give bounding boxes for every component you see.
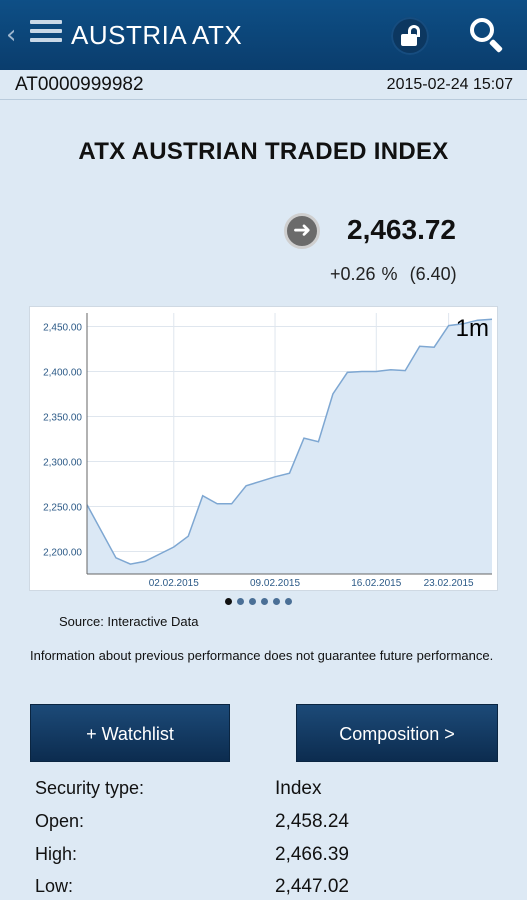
last-price: 2,463.72 <box>347 214 456 245</box>
pager-dot[interactable] <box>237 598 244 605</box>
change-absolute: (6.40) <box>409 264 457 284</box>
fact-value: Index <box>275 778 322 799</box>
pager-dot[interactable] <box>261 598 268 605</box>
instrument-name: ATX AUSTRIAN TRADED INDEX <box>78 138 449 165</box>
chart-pager[interactable] <box>225 598 292 605</box>
fact-row: Low: 2,447.02 <box>0 876 527 900</box>
disclaimer: Information about previous performance d… <box>30 648 494 663</box>
unlock-icon[interactable] <box>391 17 429 55</box>
fact-value: 2,466.39 <box>275 844 349 865</box>
pager-dot[interactable] <box>249 598 256 605</box>
pager-dot[interactable] <box>273 598 280 605</box>
price-chart-svg: 2,200.00 2,250.00 2,300.00 2,350.00 2,400.00… <box>43 313 493 589</box>
pager-dot[interactable] <box>225 598 232 605</box>
x-tick-label: 23.02.2015 <box>424 578 474 589</box>
search-icon[interactable] <box>468 16 506 54</box>
series-line <box>86 318 493 565</box>
fact-value: 2,458.24 <box>275 811 349 832</box>
y-tick-label: 2,300.00 <box>43 458 82 469</box>
y-tick-label: 2,200.00 <box>43 548 82 559</box>
pager-dot[interactable] <box>285 598 292 605</box>
add-watchlist-button[interactable]: + Watchlist <box>30 704 230 762</box>
series-area <box>87 319 492 574</box>
fact-row: High: 2,466.39 <box>0 844 527 876</box>
page-title: AUSTRIA ATX <box>71 20 243 50</box>
fact-row: Open: 2,458.24 <box>0 811 527 843</box>
fact-label: Low: <box>35 876 74 896</box>
x-tick-label: 16.02.2015 <box>351 578 401 589</box>
fact-label: Security type: <box>35 778 145 798</box>
fact-label: High: <box>35 844 78 864</box>
fact-value: 2,447.02 <box>275 876 349 897</box>
isin-code: AT0000999982 <box>15 74 144 95</box>
divider <box>0 99 527 100</box>
composition-button[interactable]: Composition > <box>296 704 498 762</box>
fact-row: Security type: Index <box>0 778 527 810</box>
timestamp: 2015-02-24 15:07 <box>386 76 513 93</box>
app-bar: ‹ AUSTRIA ATX <box>0 0 527 70</box>
chart-period-label: 1m <box>455 315 489 342</box>
x-tick-label: 02.02.2015 <box>149 578 199 589</box>
arrow-right-icon: ➜ <box>284 213 320 249</box>
price-chart[interactable]: 2,200.00 2,250.00 2,300.00 2,350.00 2,400.00… <box>29 306 498 591</box>
y-tick-label: 2,350.00 <box>43 413 82 424</box>
y-tick-label: 2,400.00 <box>43 368 82 379</box>
fact-label: Open: <box>35 811 85 831</box>
data-source: Source: Interactive Data <box>59 614 199 629</box>
y-tick-label: 2,450.00 <box>43 323 82 334</box>
menu-icon[interactable] <box>30 20 62 50</box>
price-change: +0.26 % (6.40) <box>330 264 457 285</box>
back-icon[interactable]: ‹ <box>6 20 17 50</box>
change-percent: +0.26 % <box>330 264 398 284</box>
y-tick-label: 2,250.00 <box>43 503 82 514</box>
x-tick-label: 09.02.2015 <box>250 578 300 589</box>
